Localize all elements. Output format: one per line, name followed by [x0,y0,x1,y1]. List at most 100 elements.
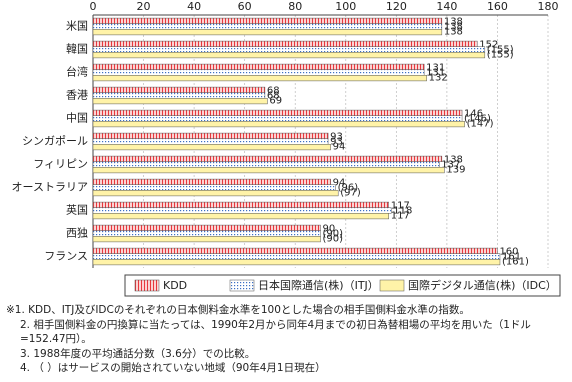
data-label: (97) [340,188,361,199]
bar [92,138,329,145]
y-tick-label: シンガポール [22,135,88,148]
bar [92,184,336,191]
bar [92,69,425,76]
data-label: 90 [323,224,336,235]
y-tick-label: フランス [44,250,88,263]
bar [92,253,501,260]
bar [92,178,331,185]
bar [92,86,266,93]
data-label: (90) [323,234,344,245]
data-label: 132 [429,73,448,84]
y-tick-label: 中国 [66,112,88,125]
bar [92,213,389,220]
legend-swatch [229,279,255,292]
x-tick-label: 100 [335,0,356,13]
legend-swatch [379,279,405,292]
y-tick-label: 米国 [66,20,88,33]
y-tick-label: 英国 [66,203,88,217]
x-tick-label: 160 [487,0,508,13]
bar [92,23,443,30]
bar [92,121,465,128]
data-label: 131 [426,68,445,79]
data-label: (155) [487,45,514,56]
x-tick-label: 140 [436,0,457,13]
bar [92,17,443,24]
legend-swatch [134,279,160,292]
bar [92,230,321,237]
bar [92,132,329,139]
data-label: 93 [330,132,343,143]
data-label: 138 [444,22,463,33]
data-label: 137 [441,160,460,171]
bar [92,207,392,214]
data-label: 68 [267,86,280,97]
bar [92,161,440,168]
bar [92,224,321,231]
legend-label: 国際デジタル通信(株)（IDC） [408,278,557,292]
x-tick-label: 20 [137,0,151,13]
data-label: 139 [446,165,465,176]
x-tick-label: 40 [187,0,201,13]
data-label: 118 [393,206,412,217]
x-tick-label: 60 [238,0,252,13]
bar [92,155,443,162]
data-label: 117 [391,211,410,222]
bar [92,167,445,174]
data-label: 152 [479,40,498,51]
data-label: 138 [444,27,463,38]
data-label: (146) [464,114,491,125]
data-label: (90) [323,229,344,240]
bar [92,190,339,197]
bar [92,63,425,70]
data-label: (147) [467,119,494,130]
y-tick-label: オーストラリア [12,181,88,194]
legend-label: 日本国際通信(株)（ITJ） [258,278,379,292]
bar [92,236,321,243]
note: ※1. KDD、ITJ及びIDCのそれぞれの日本側料金水準を100とした場合の相… [6,304,470,316]
x-tick-label: 180 [538,0,559,13]
bar [92,259,501,266]
data-label: 138 [444,17,463,28]
data-label: 146 [464,109,483,120]
y-tick-label: 香港 [66,89,88,102]
data-label: 138 [444,155,463,166]
bar [92,40,478,47]
y-tick-label: 台湾 [66,65,88,79]
bar [92,109,463,116]
bar [92,98,268,105]
data-label: 68 [267,91,280,102]
y-tick-label: 韓国 [66,43,88,56]
bar [92,201,389,208]
x-tick-label: 0 [90,0,97,13]
bar [92,46,486,53]
legend-label: KDD [163,279,187,292]
bar [92,29,443,36]
note: 3. 1988年度の平均通話分数（3.6分）での比較。 [20,347,256,360]
bar [92,144,331,151]
data-label: 93 [330,137,343,148]
y-tick-label: フィリピン [33,158,88,171]
data-label: 69 [269,96,282,107]
data-label: 94 [333,142,346,153]
y-tick-label: 西独 [66,227,88,240]
bar [92,52,486,59]
data-label: (96) [338,183,359,194]
data-label: 161 [502,252,521,263]
bar [92,115,463,122]
note: 2. 相手国側料金の円換算に当たっては、1990年2月から同年4月までの初日為替… [20,318,531,346]
data-label: 131 [426,63,445,74]
bar [92,75,427,82]
data-label: (155) [487,50,514,61]
bar [92,92,266,99]
data-label: 94 [333,178,346,189]
note: 4. （ ）はサービスの開始されていない地域（90年4月1日現在） [20,362,326,374]
x-tick-label: 80 [288,0,302,13]
x-tick-label: 120 [386,0,407,13]
data-label: (161) [502,257,529,268]
data-label: 117 [391,201,410,212]
notes: ※1. KDD、ITJ及びIDCのそれぞれの日本側料金水準を100とした場合の相… [6,303,566,376]
bar [92,247,498,254]
data-label: 160 [499,247,518,258]
